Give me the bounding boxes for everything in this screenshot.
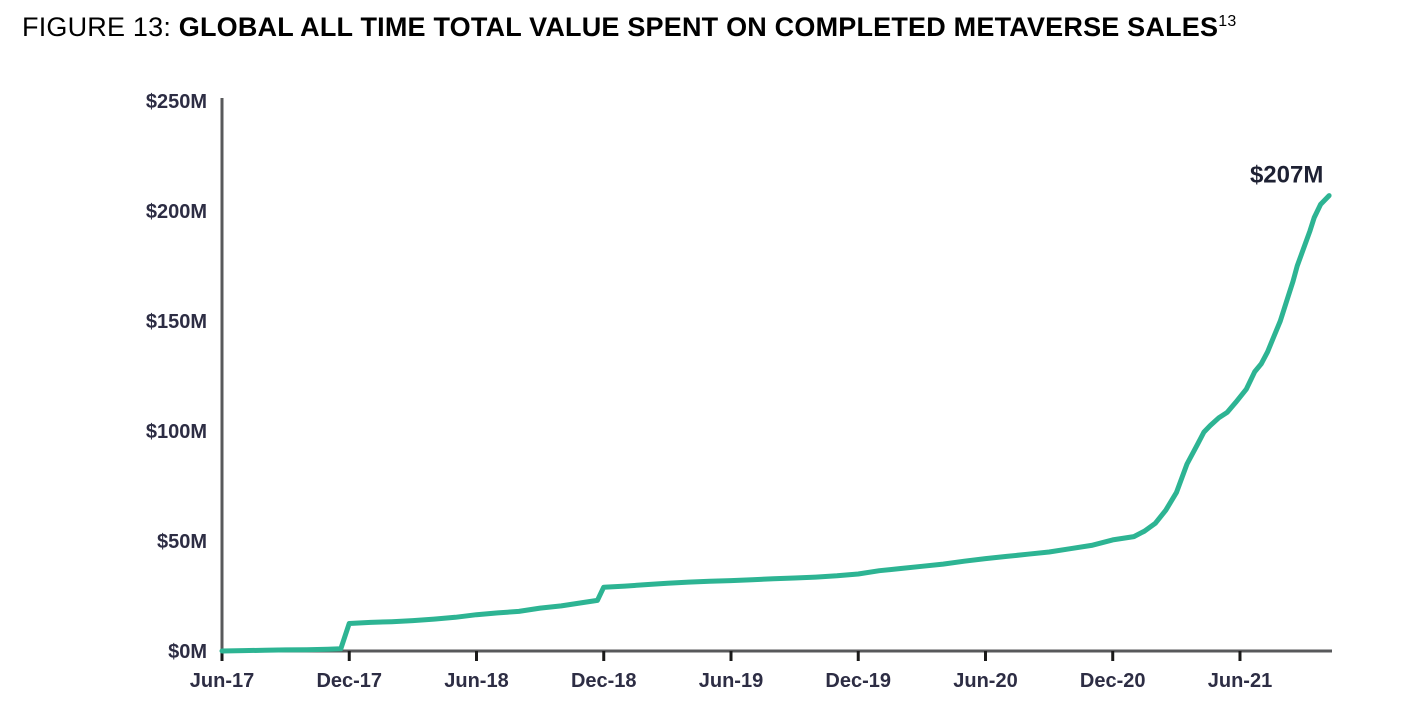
y-axis-labels: $0M $50M $100M $150M $200M $250M xyxy=(146,91,207,663)
figure-title: FIGURE 13: GLOBAL ALL TIME TOTAL VALUE S… xyxy=(22,12,1236,43)
x-axis-labels: Jun-17 Dec-17 Jun-18 Dec-18 Jun-19 Dec-19 Jun-… xyxy=(190,670,1272,692)
x-tick-label: Jun-18 xyxy=(444,670,508,692)
x-tick-label: Jun-21 xyxy=(1208,670,1272,692)
y-tick-label: $0M xyxy=(168,641,207,663)
figure-label: FIGURE 13: xyxy=(22,12,179,42)
y-tick-label: $200M xyxy=(146,201,207,223)
endpoint-value-label: $207M xyxy=(1250,162,1323,189)
chart-series xyxy=(219,193,1332,654)
y-tick-label: $100M xyxy=(146,421,207,443)
y-tick-label: $250M xyxy=(146,91,207,113)
x-tick-label: Jun-17 xyxy=(190,670,254,692)
figure-footnote-ref: 13 xyxy=(1218,13,1237,30)
chart-axes xyxy=(220,98,1332,661)
x-tick-label: Dec-20 xyxy=(1080,670,1146,692)
x-tick-label: Dec-19 xyxy=(825,670,891,692)
cumulative-sales-line xyxy=(219,193,1332,654)
y-tick-label: $150M xyxy=(146,311,207,333)
x-tick-label: Dec-18 xyxy=(571,670,637,692)
figure-title-text: GLOBAL ALL TIME TOTAL VALUE SPENT ON COM… xyxy=(178,12,1219,42)
x-tick-label: Jun-20 xyxy=(953,670,1017,692)
y-tick-label: $50M xyxy=(157,531,207,553)
x-tick-label: Dec-17 xyxy=(316,670,382,692)
x-tick-label: Jun-19 xyxy=(699,670,763,692)
